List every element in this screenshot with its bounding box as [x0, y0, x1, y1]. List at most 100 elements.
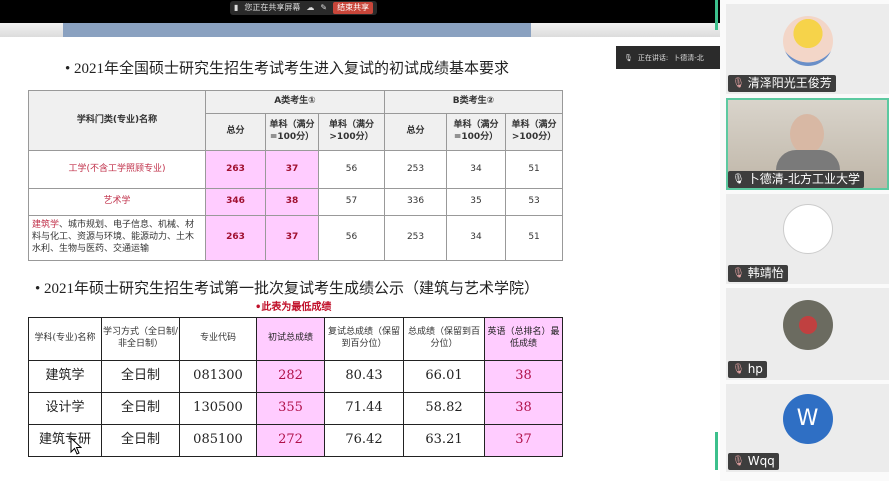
- avatar: W: [782, 394, 833, 444]
- subject-name-rest: 、城市规划、电子信息、机械、材料与化工、资源与环境、能源动力、土木水利、生物与医…: [32, 220, 195, 254]
- cell: 建筑专研: [28, 424, 102, 457]
- header-col: 单科（满分=100分）: [265, 113, 319, 151]
- panel-border: [715, 432, 718, 470]
- cell: 58.82: [403, 392, 485, 425]
- table-row: 艺术学 346 38 57 336 35 53: [28, 188, 564, 216]
- header-cell: 专业代码: [179, 317, 257, 361]
- cell: 263: [205, 215, 266, 261]
- header-col: 单科（满分=100分）: [446, 113, 507, 151]
- cell: 34: [446, 215, 507, 261]
- table-row: 建筑学 全日制 081300 282 80.43 66.01 38: [28, 360, 563, 393]
- cell: 51: [505, 215, 564, 261]
- subject-name: 建筑学、城市规划、电子信息、机械、材料与化工、资源与环境、能源动力、土木水利、生…: [28, 215, 206, 261]
- participant-tile[interactable]: 🎙 清泽阳光王俊芳: [726, 4, 889, 94]
- participant-name: hp: [747, 362, 763, 376]
- participant-tile[interactable]: W 🎙 Wqq: [726, 384, 889, 472]
- cell: 71.44: [324, 392, 404, 425]
- signal-icon: ▮: [234, 3, 239, 12]
- score-requirements-table: 学科门类(专业)名称 A类考生① B类考生② 总分 单科（满分=100分） 单科…: [28, 90, 564, 261]
- header-col: 单科（满分>100分）: [505, 113, 564, 151]
- stop-share-button[interactable]: 结束共享: [333, 2, 374, 14]
- subject-name: 艺术学: [28, 188, 206, 216]
- cell: 66.01: [403, 360, 485, 393]
- subject-name-highlight: 建筑学: [32, 220, 60, 231]
- cell: 355: [256, 392, 325, 425]
- header-subject: 学科门类(专业)名称: [28, 90, 206, 151]
- table-row: 工学(不含工学照顾专业) 263 37 56 253 34 51: [28, 150, 564, 189]
- header-group-a: A类考生①: [204, 90, 386, 114]
- cell: 38: [484, 392, 563, 425]
- participant-tile[interactable]: 🎙 韩靖怡: [726, 194, 889, 284]
- participant-tile[interactable]: 🎙 hp: [726, 288, 889, 380]
- panel-border: [715, 0, 718, 30]
- share-status-text: 您正在共享屏幕: [244, 3, 301, 12]
- microphone-icon: 🎙: [624, 53, 633, 62]
- participant-label: 🎙 Wqq: [728, 453, 779, 470]
- avatar: [782, 300, 833, 350]
- participant-label: 🎙 卜德清-北方工业大学: [728, 171, 865, 188]
- cell: 085100: [179, 424, 257, 457]
- avatar: [782, 204, 833, 254]
- cell: 081300: [179, 360, 257, 393]
- cell: 51: [505, 150, 564, 189]
- cell: 336: [384, 188, 448, 216]
- avatar: [782, 16, 833, 66]
- participant-video-tile[interactable]: 🎙 卜德清-北方工业大学: [726, 98, 889, 190]
- pen-icon[interactable]: ✎: [320, 3, 328, 12]
- retest-results-table: 学科(专业)名称 学习方式（全日制/非全日制） 专业代码 初试总成绩 复试总成绩…: [28, 317, 563, 457]
- speaking-label: 正在讲话:: [637, 53, 669, 62]
- header-cell: 复试总成绩（保留到百分位）: [324, 317, 404, 361]
- cell: 263: [205, 150, 266, 189]
- cell: 63.21: [403, 424, 485, 457]
- video-feed: [790, 114, 824, 154]
- speaking-indicator: 🎙 正在讲话: 卜德清-北: [616, 46, 720, 69]
- header-col: 总分: [384, 113, 448, 151]
- participant-label: 🎙 清泽阳光王俊芳: [728, 75, 836, 92]
- slide-header-band: [63, 23, 531, 37]
- muted-mic-icon: 🎙: [732, 456, 745, 467]
- cell: 53: [505, 188, 564, 216]
- header-cell: 学科(专业)名称: [28, 317, 102, 361]
- cell: 57: [317, 188, 386, 216]
- speaking-name: 卜德清-北: [673, 53, 704, 62]
- participant-name: 清泽阳光王俊芳: [747, 76, 832, 90]
- cell: 80.43: [324, 360, 404, 393]
- cell: 35: [446, 188, 507, 216]
- cell: 346: [205, 188, 266, 216]
- cell: 56: [317, 150, 386, 189]
- table-row: 设计学 全日制 130500 355 71.44 58.82 38: [28, 392, 563, 425]
- slide-note: •此表为最低成绩: [255, 302, 332, 313]
- participant-panel: 🎙 清泽阳光王俊芳 🎙 卜德清-北方工业大学 🎙 韩靖怡 🎙 hp W 🎙 Wqq: [720, 0, 889, 481]
- cell: 38: [484, 360, 563, 393]
- cell: 全日制: [101, 360, 180, 393]
- subject-name: 工学(不含工学照顾专业): [28, 150, 206, 189]
- cell: 130500: [179, 392, 257, 425]
- participant-name: 韩靖怡: [747, 266, 784, 280]
- slide-title-2: • 2021年硕士研究生招生考试第一批次复试考生成绩公示（建筑与艺术学院）: [35, 281, 540, 297]
- table-row: 建筑学、城市规划、电子信息、机械、材料与化工、资源与环境、能源动力、土木水利、生…: [28, 215, 564, 261]
- cell: 272: [256, 424, 325, 457]
- header-col: 总分: [205, 113, 266, 151]
- header-cell: 总成绩（保留到百分位）: [403, 317, 485, 361]
- annotate-icon[interactable]: ☁: [306, 3, 315, 12]
- header-cell: 初试总成绩: [256, 317, 325, 361]
- cell: 76.42: [324, 424, 404, 457]
- cell: 34: [446, 150, 507, 189]
- cell: 56: [317, 215, 386, 261]
- table-header-row: 学科(专业)名称 学习方式（全日制/非全日制） 专业代码 初试总成绩 复试总成绩…: [28, 317, 563, 361]
- table-row: 建筑专研 全日制 085100 272 76.42 63.21 37: [28, 424, 563, 457]
- cell: 37: [484, 424, 563, 457]
- header-cell: 英语（总排名）最低成绩: [484, 317, 563, 361]
- video-feed-body: [776, 150, 840, 170]
- muted-mic-icon: 🎙: [732, 268, 745, 279]
- muted-mic-icon: 🎙: [732, 78, 745, 89]
- cell: 建筑学: [28, 360, 102, 393]
- cell: 设计学: [28, 392, 102, 425]
- header-col: 单科（满分>100分）: [317, 113, 386, 151]
- cell: 282: [256, 360, 325, 393]
- participant-name: Wqq: [747, 454, 775, 468]
- cell: 253: [384, 215, 448, 261]
- header-cell: 学习方式（全日制/非全日制）: [101, 317, 180, 361]
- cell: 37: [265, 215, 319, 261]
- cell: 37: [265, 150, 319, 189]
